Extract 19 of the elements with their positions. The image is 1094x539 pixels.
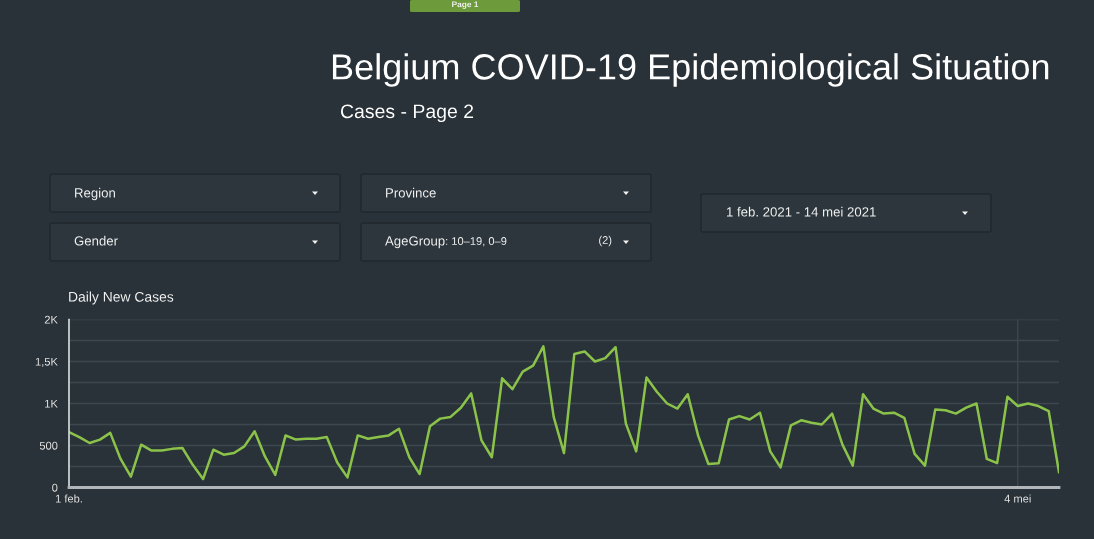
y-tick-label: 0 bbox=[52, 483, 58, 492]
text: Page 1 bbox=[452, 1, 479, 9]
y-tick-label: 1,5K bbox=[35, 357, 58, 367]
line-series bbox=[69, 345, 1059, 481]
text: AgeGroup bbox=[385, 236, 445, 249]
text: Province bbox=[386, 187, 436, 198]
text: : 10–19, 0–9 bbox=[446, 237, 507, 247]
text: 1 feb. 2021 - 14 mei 2021 bbox=[727, 206, 876, 217]
y-tick-label: 2K bbox=[44, 315, 58, 324]
y-tick-label: 500 bbox=[39, 441, 58, 450]
y-tick-label: 1K bbox=[45, 399, 58, 408]
text: Daily New Cases bbox=[69, 291, 174, 305]
x-tick-label: 1 feb. bbox=[55, 494, 82, 503]
x-tick-label: 4 mei bbox=[1004, 494, 1031, 503]
text: (2) bbox=[599, 235, 612, 247]
chart-subtitle: Cases - Page 2 bbox=[340, 104, 474, 123]
chart-title: Belgium COVID-19 Epidemiological Situation bbox=[332, 53, 1049, 87]
text: Gender bbox=[74, 235, 118, 246]
text: Region bbox=[75, 187, 115, 201]
